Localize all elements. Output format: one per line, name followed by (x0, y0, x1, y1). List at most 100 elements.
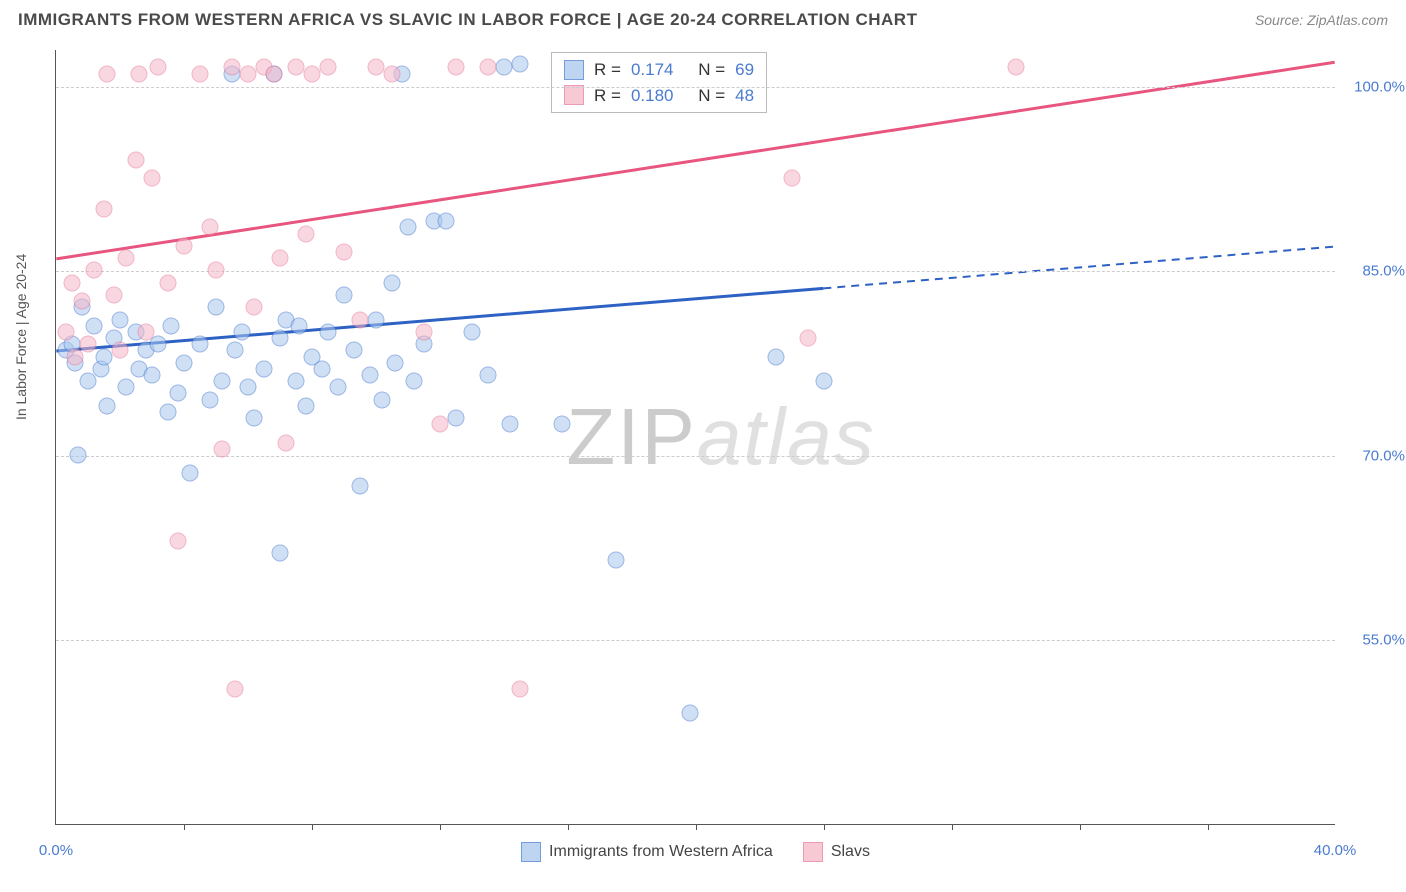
scatter-point (368, 59, 385, 76)
legend-swatch (564, 85, 584, 105)
scatter-point (608, 551, 625, 568)
scatter-point (112, 342, 129, 359)
scatter-point (288, 373, 305, 390)
scatter-point (432, 416, 449, 433)
scatter-point (86, 317, 103, 334)
x-minor-tick (824, 824, 825, 830)
scatter-point (256, 360, 273, 377)
stat-n-value: 69 (735, 57, 754, 83)
scatter-point (137, 323, 154, 340)
scatter-point (329, 379, 346, 396)
scatter-point (118, 379, 135, 396)
scatter-point (160, 403, 177, 420)
scatter-point (227, 680, 244, 697)
gridline-horizontal (56, 87, 1335, 88)
scatter-point (480, 367, 497, 384)
scatter-point (320, 59, 337, 76)
scatter-point (368, 311, 385, 328)
scatter-point (192, 65, 209, 82)
scatter-point (214, 440, 231, 457)
scatter-point (246, 299, 263, 316)
legend-label: Immigrants from Western Africa (549, 843, 773, 861)
header: IMMIGRANTS FROM WESTERN AFRICA VS SLAVIC… (18, 10, 1388, 30)
scatter-point (320, 323, 337, 340)
stats-legend-box: R = 0.174 N = 69 R = 0.180 N = 48 (551, 52, 767, 113)
scatter-point (118, 250, 135, 267)
scatter-point (163, 317, 180, 334)
scatter-point (105, 287, 122, 304)
chart-plot-area: In Labor Force | Age 20-24 ZIPatlas R = … (55, 50, 1335, 825)
x-minor-tick (952, 824, 953, 830)
scatter-point (336, 243, 353, 260)
scatter-point (272, 250, 289, 267)
x-minor-tick (440, 824, 441, 830)
scatter-point (96, 200, 113, 217)
gridline-horizontal (56, 271, 1335, 272)
scatter-point (201, 219, 218, 236)
scatter-point (265, 65, 282, 82)
legend-swatch (564, 60, 584, 80)
scatter-point (448, 59, 465, 76)
scatter-point (406, 373, 423, 390)
scatter-point (464, 323, 481, 340)
scatter-point (86, 262, 103, 279)
scatter-point (192, 336, 209, 353)
bottom-legend: Immigrants from Western Africa Slavs (56, 842, 1335, 862)
scatter-point (512, 55, 529, 72)
scatter-point (438, 213, 455, 230)
y-tick-label: 100.0% (1354, 78, 1405, 95)
scatter-point (73, 293, 90, 310)
legend-item: Slavs (803, 842, 870, 862)
scatter-point (272, 330, 289, 347)
scatter-point (144, 170, 161, 187)
scatter-point (214, 373, 231, 390)
scatter-point (208, 299, 225, 316)
scatter-point (1008, 59, 1025, 76)
scatter-point (67, 348, 84, 365)
scatter-point (291, 317, 308, 334)
scatter-point (816, 373, 833, 390)
scatter-point (313, 360, 330, 377)
y-tick-label: 70.0% (1362, 447, 1405, 464)
trendline-dashed (823, 247, 1334, 289)
scatter-point (176, 354, 193, 371)
scatter-point (240, 379, 257, 396)
scatter-point (768, 348, 785, 365)
legend-label: Slavs (831, 843, 870, 861)
y-tick-label: 85.0% (1362, 263, 1405, 280)
stat-n-label: N = (698, 57, 725, 83)
scatter-point (57, 323, 74, 340)
stat-r-label: R = (594, 57, 621, 83)
scatter-point (496, 59, 513, 76)
scatter-point (480, 59, 497, 76)
scatter-point (400, 219, 417, 236)
scatter-point (304, 65, 321, 82)
scatter-point (374, 391, 391, 408)
stat-r-value: 0.174 (631, 57, 674, 83)
x-minor-tick (1208, 824, 1209, 830)
scatter-point (297, 397, 314, 414)
scatter-point (272, 545, 289, 562)
y-axis-label: In Labor Force | Age 20-24 (13, 254, 29, 420)
stats-row: R = 0.174 N = 69 (564, 57, 754, 83)
scatter-point (784, 170, 801, 187)
scatter-point (361, 367, 378, 384)
scatter-point (233, 323, 250, 340)
scatter-point (800, 330, 817, 347)
scatter-point (416, 323, 433, 340)
scatter-point (384, 65, 401, 82)
scatter-point (512, 680, 529, 697)
scatter-point (150, 59, 167, 76)
scatter-point (240, 65, 257, 82)
watermark: ZIPatlas (566, 391, 875, 483)
scatter-point (246, 410, 263, 427)
scatter-point (182, 465, 199, 482)
scatter-point (96, 348, 113, 365)
scatter-point (70, 446, 87, 463)
scatter-point (448, 410, 465, 427)
scatter-point (176, 237, 193, 254)
scatter-point (681, 705, 698, 722)
x-minor-tick (312, 824, 313, 830)
scatter-point (387, 354, 404, 371)
source-label: Source: ZipAtlas.com (1255, 12, 1388, 28)
